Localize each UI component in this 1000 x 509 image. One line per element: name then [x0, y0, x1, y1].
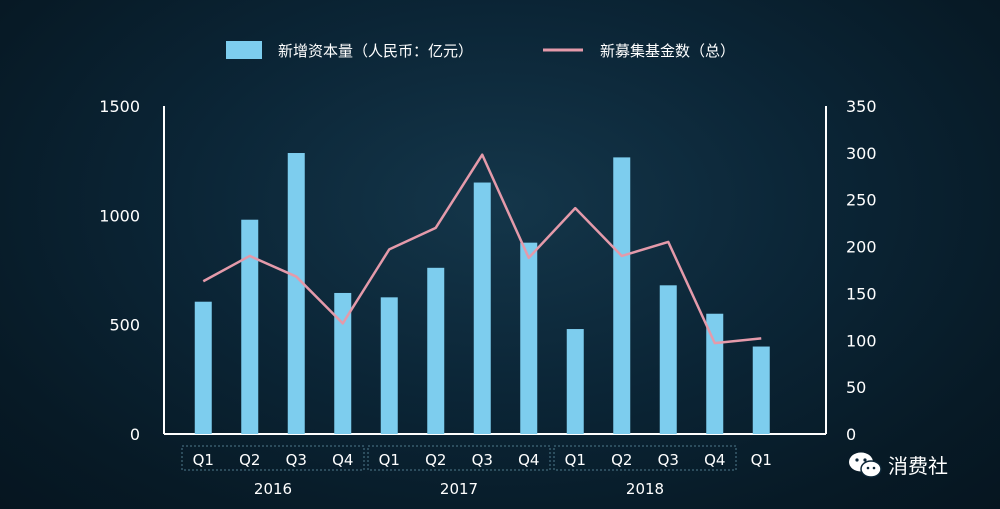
quarter-label: Q1 [565, 451, 586, 469]
quarter-label: Q1 [751, 451, 772, 469]
right-tick-label: 250 [846, 191, 877, 210]
bar [241, 219, 259, 434]
bar [380, 297, 398, 434]
right-tick-label: 300 [846, 144, 877, 163]
year-groups: 2016 2017 2018 [181, 445, 737, 498]
bar [659, 285, 677, 434]
quarter-label: Q4 [332, 451, 353, 469]
year-group-box [367, 445, 551, 471]
legend-bar-swatch [226, 41, 262, 59]
right-tick-label: 0 [846, 425, 856, 444]
bar [334, 292, 352, 434]
bar [520, 242, 538, 434]
right-tick-label: 150 [846, 284, 877, 303]
bar [473, 182, 491, 434]
quarter-label: Q2 [611, 451, 632, 469]
quarter-label: Q2 [425, 451, 446, 469]
left-tick-label: 0 [130, 425, 140, 444]
wechat-icon [849, 452, 882, 478]
bar-series [194, 153, 770, 435]
bar [613, 157, 631, 435]
legend-line-label: 新募集基金数（总） [600, 42, 735, 60]
right-axis-ticks: 0 50 100 150 200 250 300 350 [846, 97, 877, 444]
year-label: 2017 [440, 480, 478, 498]
right-tick-label: 200 [846, 238, 877, 257]
watermark-text: 消费社 [888, 454, 948, 478]
year-label: 2018 [626, 480, 664, 498]
line-series [202, 153, 762, 345]
bar [752, 346, 770, 434]
legend-bar-label: 新增资本量（人民币：亿元） [278, 42, 473, 60]
quarter-label: Q4 [704, 451, 725, 469]
bar [566, 329, 584, 434]
quarter-label: Q4 [518, 451, 539, 469]
legend: 新增资本量（人民币：亿元） 新募集基金数（总） [226, 41, 735, 60]
left-tick-label: 1000 [99, 206, 140, 225]
quarter-labels: Q1 Q2 Q3 Q4 Q1 Q2 Q3 Q4 Q1 Q2 Q3 Q4 Q1 [193, 451, 772, 469]
watermark: 消费社 [848, 450, 948, 479]
left-tick-label: 1500 [99, 97, 140, 116]
quarter-label: Q1 [379, 451, 400, 469]
bar [427, 267, 445, 434]
quarter-label: Q3 [286, 451, 307, 469]
right-tick-label: 100 [846, 331, 877, 350]
quarter-label: Q3 [472, 451, 493, 469]
left-axis-ticks: 0 500 1000 1500 [99, 97, 140, 444]
year-group-box [181, 445, 365, 471]
quarter-label: Q3 [658, 451, 679, 469]
year-group-box [553, 445, 737, 471]
quarter-label: Q2 [239, 451, 260, 469]
year-label: 2016 [254, 480, 292, 498]
left-tick-label: 500 [109, 316, 140, 335]
quarter-label: Q1 [193, 451, 214, 469]
right-tick-label: 350 [846, 97, 877, 116]
bar [194, 301, 212, 434]
bar [287, 153, 305, 434]
right-tick-label: 50 [846, 378, 866, 397]
